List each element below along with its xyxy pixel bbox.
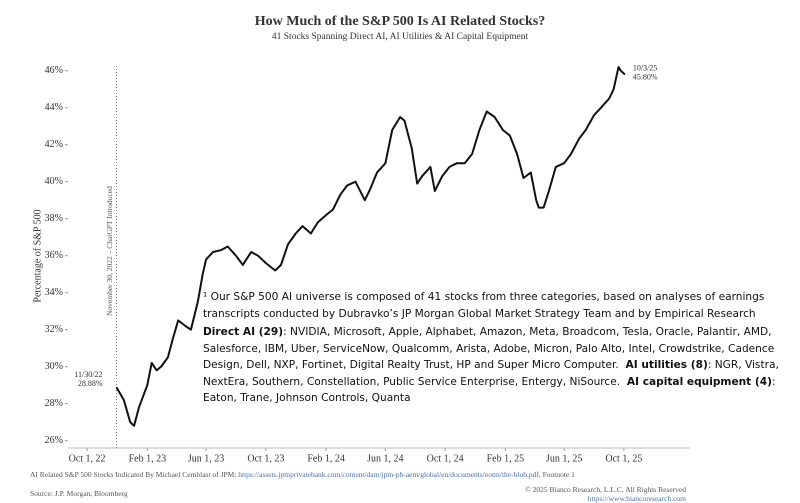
footnote: ¹ Our S&P 500 AI universe is composed of… <box>203 289 793 409</box>
link[interactable]: https://assets.jpmprivatebank.com/conten… <box>238 470 539 479</box>
y-tick-label: 34% <box>45 287 63 298</box>
x-tick-label: Feb 1, 24 <box>307 453 345 464</box>
x-tick-label: Oct 1, 25 <box>605 453 642 464</box>
note-groups: Direct AI (29): NVIDIA, Microsoft, Apple… <box>203 324 793 407</box>
group-text: : NVIDIA, Microsoft, Apple, Alphabet, Am… <box>203 326 775 371</box>
y-tick-label: 44% <box>45 102 63 113</box>
group-label: AI capital equipment (4) <box>626 375 772 388</box>
y-tick-label: 46% <box>45 65 63 76</box>
chart-title: How Much of the S&P 500 Is AI Related St… <box>255 14 546 29</box>
x-tick-label: Feb 1, 25 <box>487 453 525 464</box>
group-label: Direct AI (29) <box>203 326 284 338</box>
x-tick-label: Jun 1, 24 <box>367 453 403 464</box>
series-line <box>115 66 626 427</box>
site-url: https://www.biancoresearch.com <box>587 494 686 503</box>
x-tick-label: Jun 1, 25 <box>546 453 582 464</box>
x-tick-label: Jun 1, 23 <box>188 453 224 464</box>
credit-text: AI Related S&P 500 Stocks Indicated By M… <box>30 470 239 479</box>
y-tick-label: 32% <box>45 324 63 335</box>
x-tick-label: Oct 1, 22 <box>69 453 106 464</box>
group-text: : NGR, Vistra, NextEra, Southern, Conste… <box>203 359 779 388</box>
point-value: 28.88% <box>78 379 103 388</box>
y-tick-label: 26% <box>45 435 63 446</box>
y-tick-label: 36% <box>45 250 63 261</box>
event-label: November 30, 2022 – ChatGPT Introduced <box>105 186 114 316</box>
y-tick-label: 42% <box>45 139 63 150</box>
x-tick-label: Oct 1, 23 <box>247 453 284 464</box>
point-value: 45.80% <box>633 72 658 81</box>
source: Source: J.P. Morgan, Bloomberg <box>30 489 128 498</box>
note-intro: ¹ Our S&P 500 AI universe is composed of… <box>203 291 765 320</box>
point-label: 11/30/22 <box>74 370 102 379</box>
y-axis-label: Percentage of S&P 500 <box>32 209 43 302</box>
credit: AI Related S&P 500 Stocks Indicated By M… <box>30 470 575 479</box>
x-tick-label: Oct 1, 24 <box>427 453 464 464</box>
credit-end: , Footnote 1 <box>538 470 575 479</box>
y-tick-label: 38% <box>45 213 63 224</box>
point-label: 10/3/25 <box>633 63 657 72</box>
y-tick-label: 28% <box>45 398 63 409</box>
y-tick-label: 40% <box>45 176 63 187</box>
group-label: AI utilities (8) <box>625 359 708 371</box>
y-tick-label: 30% <box>45 361 63 372</box>
x-tick-label: Feb 1, 23 <box>129 453 167 464</box>
chart-subtitle: 41 Stocks Spanning Direct AI, AI Utiliti… <box>272 32 529 42</box>
copyright: © 2025 Bianco Research, L.L.C. All Right… <box>525 485 686 494</box>
group-text: : Eaton, Trane, Johnson Controls, Quanta <box>203 375 776 405</box>
